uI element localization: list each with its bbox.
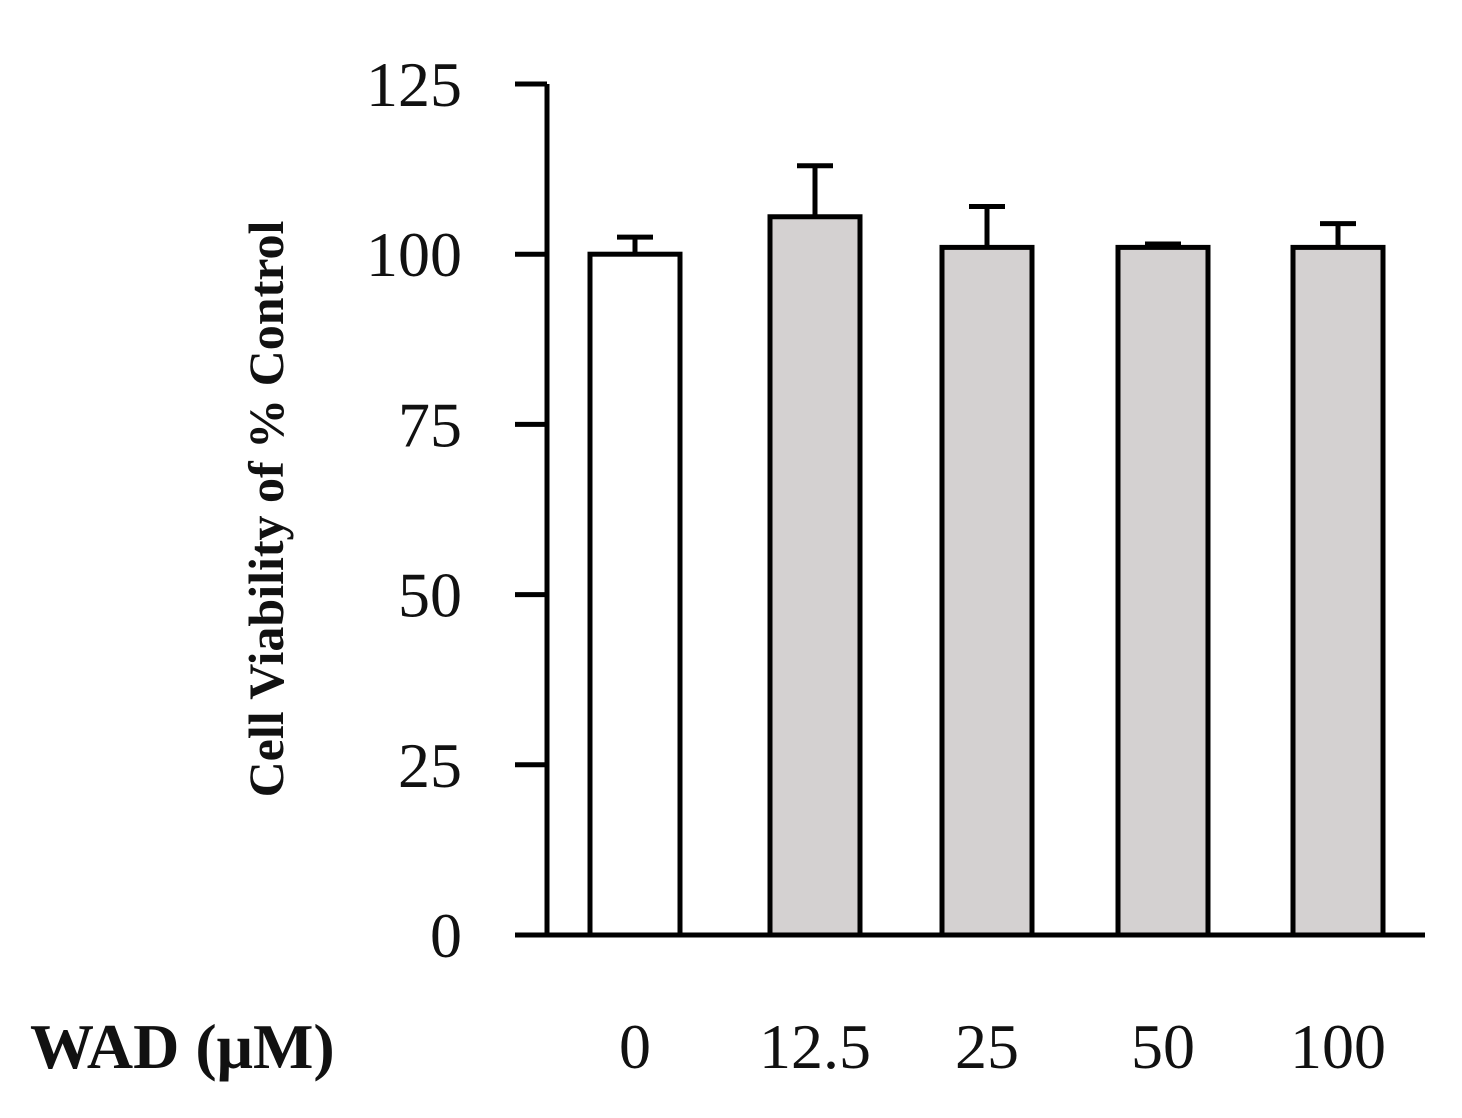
y-tick-label-75: 75 [398, 389, 462, 460]
y-tick-label-25: 25 [398, 730, 462, 801]
y-axis-ticks: 0 25 50 75 100 125 [366, 49, 547, 971]
x-tick-label-12.5: 12.5 [759, 1011, 871, 1082]
x-axis-title: WAD (μM) [30, 1011, 335, 1082]
y-tick-label-0: 0 [430, 900, 462, 971]
bar-0 [587, 251, 683, 938]
bar-100 [1290, 244, 1386, 938]
x-axis-tick-labels: 0 12.5 25 50 100 [619, 1011, 1386, 1082]
bar-50 [1115, 244, 1211, 938]
y-axis-title: Cell Viability of % Control [238, 220, 294, 797]
y-tick-label-100: 100 [366, 219, 462, 290]
bar-25 [939, 244, 1035, 938]
error-bars [617, 163, 1356, 255]
bar-12.5 [767, 214, 863, 938]
y-tick-label-50: 50 [398, 560, 462, 631]
y-tick-label-125: 125 [366, 49, 462, 120]
axes [515, 84, 1425, 938]
x-tick-label-0: 0 [619, 1011, 651, 1082]
x-tick-label-100: 100 [1290, 1011, 1386, 1082]
bars [587, 214, 1386, 938]
x-tick-label-25: 25 [955, 1011, 1019, 1082]
x-tick-label-50: 50 [1131, 1011, 1195, 1082]
